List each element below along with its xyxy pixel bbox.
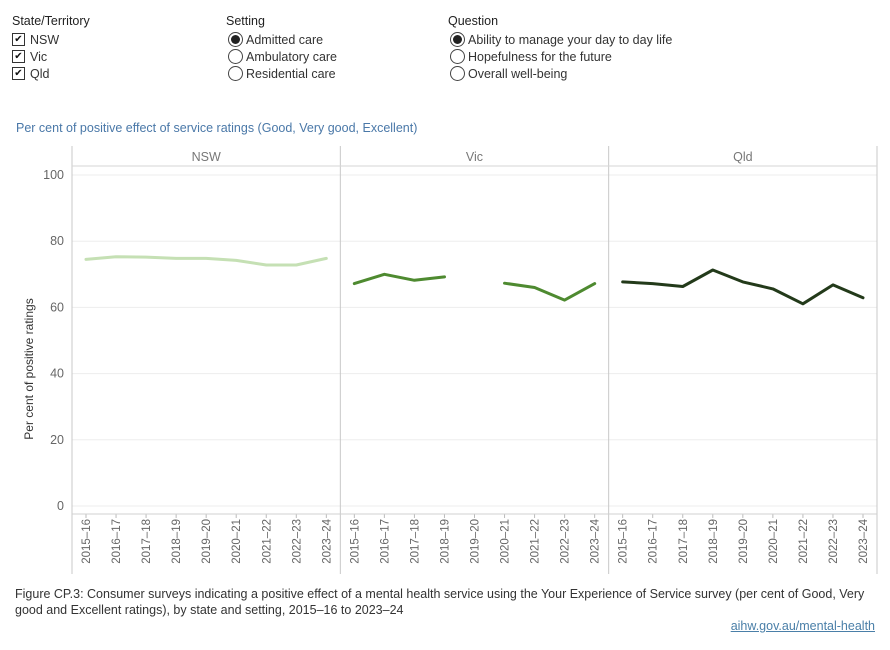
y-axis-label: Per cent of positive ratings [22,298,36,439]
setting-filter: Setting Admitted care Ambulatory care Re… [226,14,337,82]
figure-caption: Figure CP.3: Consumer surveys indicating… [15,587,865,617]
radio-selected-icon[interactable] [450,32,465,47]
y-tick-label: 80 [50,234,64,248]
x-tick-label: 2015–16 [81,519,93,564]
checkbox-checked-icon[interactable]: ✔ [12,67,25,80]
x-tick-label: 2019–20 [738,519,750,564]
panel-header-nsw: NSW [192,150,221,164]
setting-option-label: Residential care [246,66,336,81]
x-tick-label: 2018–19 [708,519,720,564]
state-option-vic[interactable]: ✔ Vic [12,48,90,65]
x-tick-label: 2022–23 [560,519,572,564]
y-tick-label: 100 [43,168,64,182]
x-tick-label: 2022–23 [828,519,840,564]
x-tick-label: 2020–21 [500,519,512,564]
series-line-vic [352,272,446,286]
x-tick-label: 2019–20 [201,519,213,564]
y-tick-label: 20 [50,433,64,447]
x-tick-label: 2017–18 [409,519,421,564]
question-filter: Question Ability to manage your day to d… [448,14,672,82]
checkbox-checked-icon[interactable]: ✔ [12,33,25,46]
radio-unselected-icon[interactable] [228,66,243,81]
x-tick-label: 2023–24 [858,518,870,563]
state-filter-title: State/Territory [12,14,90,28]
question-option-label: Ability to manage your day to day life [468,32,673,47]
series-line-qld [621,268,865,306]
y-tick-label: 40 [50,367,64,381]
question-filter-title: Question [448,14,499,28]
setting-option-label: Ambulatory care [246,49,338,64]
x-tick-label: 2017–18 [141,519,153,564]
question-option-manage-day[interactable]: Ability to manage your day to day life [448,31,672,48]
y-tick-label: 60 [50,300,64,314]
state-option-nsw[interactable]: ✔ NSW [12,31,90,48]
x-tick-label: 2021–22 [261,519,273,564]
series-line-nsw [84,255,328,267]
setting-option-ambulatory[interactable]: Ambulatory care [226,48,337,65]
question-option-wellbeing[interactable]: Overall well-being [448,65,672,82]
radio-unselected-icon[interactable] [450,49,465,64]
checkbox-checked-icon[interactable]: ✔ [12,50,25,63]
x-tick-label: 2018–19 [439,519,451,564]
question-option-label: Overall well-being [468,66,568,81]
radio-selected-icon[interactable] [228,32,243,47]
x-tick-label: 2020–21 [768,519,780,564]
filter-panel: State/Territory ✔ NSW ✔ Vic ✔ Qld Settin… [12,14,882,86]
state-option-label: Qld [30,66,50,81]
state-option-qld[interactable]: ✔ Qld [12,65,90,82]
x-tick-label: 2023–24 [590,518,602,563]
panel-header-qld: Qld [733,150,753,164]
x-tick-label: 2017–18 [678,519,690,564]
x-tick-label: 2015–16 [618,519,630,564]
x-tick-label: 2018–19 [171,519,183,564]
x-tick-label: 2023–24 [321,518,333,563]
radio-unselected-icon[interactable] [450,66,465,81]
x-tick-label: 2021–22 [530,519,542,564]
question-option-label: Hopefulness for the future [468,49,612,64]
line-chart: 0 20 40 60 80 100 Per cent of positive ratings… [22,146,878,574]
setting-option-label: Admitted care [246,32,324,47]
x-tick-label: 2020–21 [231,519,243,564]
setting-filter-title: Setting [226,14,265,28]
setting-option-admitted[interactable]: Admitted care [226,31,337,48]
x-tick-label: 2016–17 [648,519,660,564]
state-option-label: Vic [30,49,48,64]
x-tick-label: 2021–22 [798,519,810,564]
radio-unselected-icon[interactable] [228,49,243,64]
panel-header-vic: Vic [466,150,483,164]
setting-option-residential[interactable]: Residential care [226,65,337,82]
series-line-vic [503,281,597,302]
state-filter: State/Territory ✔ NSW ✔ Vic ✔ Qld [12,14,90,82]
source-link[interactable]: aihw.gov.au/mental-health [730,619,875,633]
x-tick-label: 2016–17 [111,519,123,564]
chart-title: Per cent of positive effect of service r… [16,121,418,135]
state-option-label: NSW [30,32,60,47]
x-tick-label: 2015–16 [349,519,361,564]
x-tick-label: 2016–17 [379,519,391,564]
question-option-hopefulness[interactable]: Hopefulness for the future [448,48,672,65]
y-tick-label: 0 [57,499,64,513]
x-tick-label: 2019–20 [470,519,482,564]
x-tick-label: 2022–23 [291,519,303,564]
